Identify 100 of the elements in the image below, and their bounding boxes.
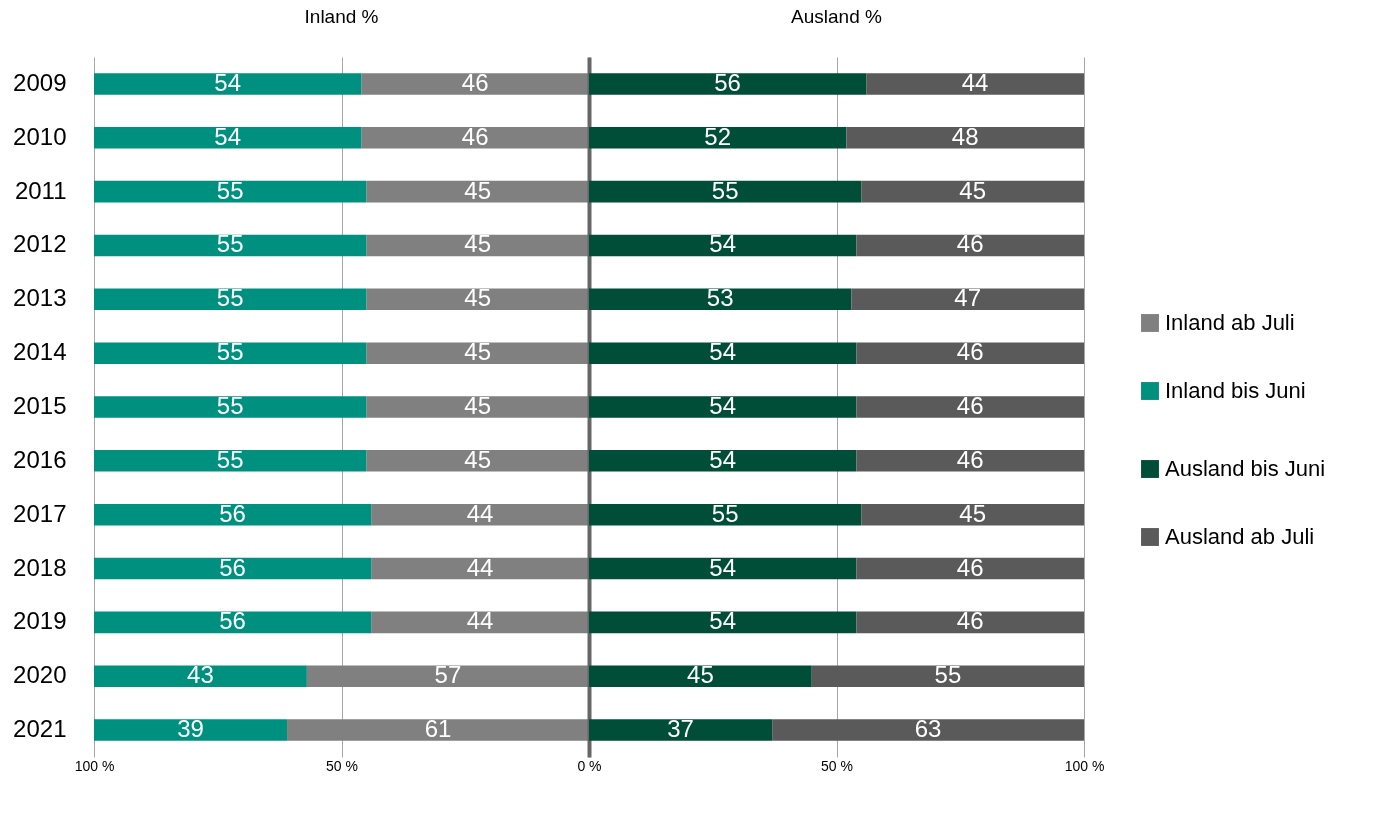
bar — [94, 450, 367, 472]
data-label: 54 — [214, 122, 241, 150]
bar — [94, 665, 307, 687]
y-tick-label: 2016 — [13, 445, 67, 473]
data-label: 56 — [219, 553, 246, 581]
data-label: 61 — [424, 715, 452, 743]
data-label: 45 — [464, 445, 491, 473]
bar — [856, 396, 1084, 418]
data-label: 45 — [464, 230, 491, 258]
data-label: 46 — [956, 338, 984, 366]
data-label: 46 — [956, 230, 984, 258]
data-label: 57 — [434, 661, 462, 689]
data-label: 52 — [704, 122, 732, 150]
data-label: 55 — [711, 176, 739, 204]
bar — [861, 503, 1084, 526]
y-tick-label: 2014 — [13, 338, 67, 366]
data-label: 56 — [219, 499, 246, 527]
data-label: 54 — [709, 445, 736, 473]
bar — [94, 557, 372, 580]
data-label: 46 — [461, 68, 489, 96]
bar — [94, 396, 367, 418]
data-label: 44 — [466, 553, 494, 581]
data-label: 54 — [214, 68, 241, 96]
bar — [856, 450, 1084, 472]
data-label: 44 — [466, 499, 494, 527]
bar — [851, 288, 1084, 311]
data-label: 55 — [934, 661, 962, 689]
data-label: 55 — [216, 176, 244, 204]
data-label: 45 — [959, 499, 986, 527]
y-tick-label: 2012 — [13, 230, 67, 258]
data-label: 54 — [709, 553, 736, 581]
x-tick-label: 100 % — [74, 757, 115, 774]
data-label: 46 — [956, 445, 984, 473]
bar — [94, 127, 362, 149]
y-tick-label: 2017 — [13, 499, 67, 527]
legend-label: Ausland ab Juli — [1165, 524, 1315, 549]
data-label: 45 — [464, 284, 491, 312]
data-label: 56 — [714, 68, 741, 96]
data-label: 48 — [951, 122, 979, 150]
data-label: 55 — [216, 230, 244, 258]
data-label: 56 — [219, 607, 246, 635]
bar — [856, 557, 1084, 580]
data-label: 63 — [914, 715, 942, 743]
x-tick-label: 100 % — [1064, 757, 1105, 774]
y-tick-label: 2015 — [13, 392, 67, 419]
data-label: 46 — [956, 607, 984, 635]
data-label: 55 — [216, 392, 244, 419]
data-label: 44 — [961, 68, 989, 96]
bar — [856, 611, 1084, 634]
bar — [772, 719, 1084, 741]
data-label: 55 — [216, 445, 244, 473]
x-tick-label: 50 % — [326, 757, 358, 774]
bar — [846, 127, 1084, 149]
data-label: 45 — [687, 661, 714, 689]
bar — [856, 342, 1084, 364]
data-label: 54 — [709, 392, 736, 419]
data-label: 45 — [464, 176, 491, 204]
y-tick-label: 2020 — [13, 661, 67, 689]
data-label: 55 — [711, 499, 739, 527]
data-label: 39 — [177, 715, 204, 743]
data-label: 55 — [216, 284, 244, 312]
bar — [94, 73, 362, 95]
legend-label: Ausland bis Juni — [1165, 456, 1326, 481]
y-tick-label: 2019 — [13, 607, 67, 635]
chart-title: Inland % — [304, 6, 379, 27]
data-label: 53 — [706, 284, 734, 312]
bar — [94, 611, 372, 634]
y-tick-label: 2021 — [13, 715, 67, 743]
data-label: 55 — [216, 338, 244, 366]
bar — [94, 503, 372, 526]
data-label: 54 — [709, 230, 736, 258]
y-tick-label: 2009 — [13, 68, 67, 96]
data-label: 37 — [667, 715, 694, 743]
data-label: 45 — [464, 392, 491, 419]
bar — [94, 342, 367, 364]
bar — [861, 180, 1084, 203]
bar — [94, 719, 288, 741]
bar — [94, 180, 367, 203]
y-tick-label: 2013 — [13, 284, 67, 312]
x-tick-label: 0 % — [577, 757, 602, 774]
bar — [94, 288, 367, 311]
data-label: 46 — [461, 122, 489, 150]
legend-label: Inland bis Juni — [1165, 378, 1306, 403]
bar — [856, 234, 1084, 257]
data-label: 44 — [466, 607, 494, 635]
data-label: 45 — [959, 176, 986, 204]
data-label: 54 — [709, 607, 736, 635]
x-tick-label: 50 % — [821, 757, 853, 774]
data-label: 54 — [709, 338, 736, 366]
bar — [811, 665, 1084, 687]
y-tick-label: 2018 — [13, 553, 67, 581]
y-tick-label: 2010 — [13, 122, 67, 150]
legend-label: Inland ab Juli — [1165, 310, 1295, 335]
data-label: 47 — [954, 284, 982, 312]
y-tick-label: 2011 — [14, 176, 67, 204]
data-label: 45 — [464, 338, 491, 366]
chart-title: Ausland % — [791, 6, 883, 27]
data-label: 43 — [187, 661, 214, 689]
bar — [866, 73, 1084, 95]
bar — [94, 234, 367, 257]
